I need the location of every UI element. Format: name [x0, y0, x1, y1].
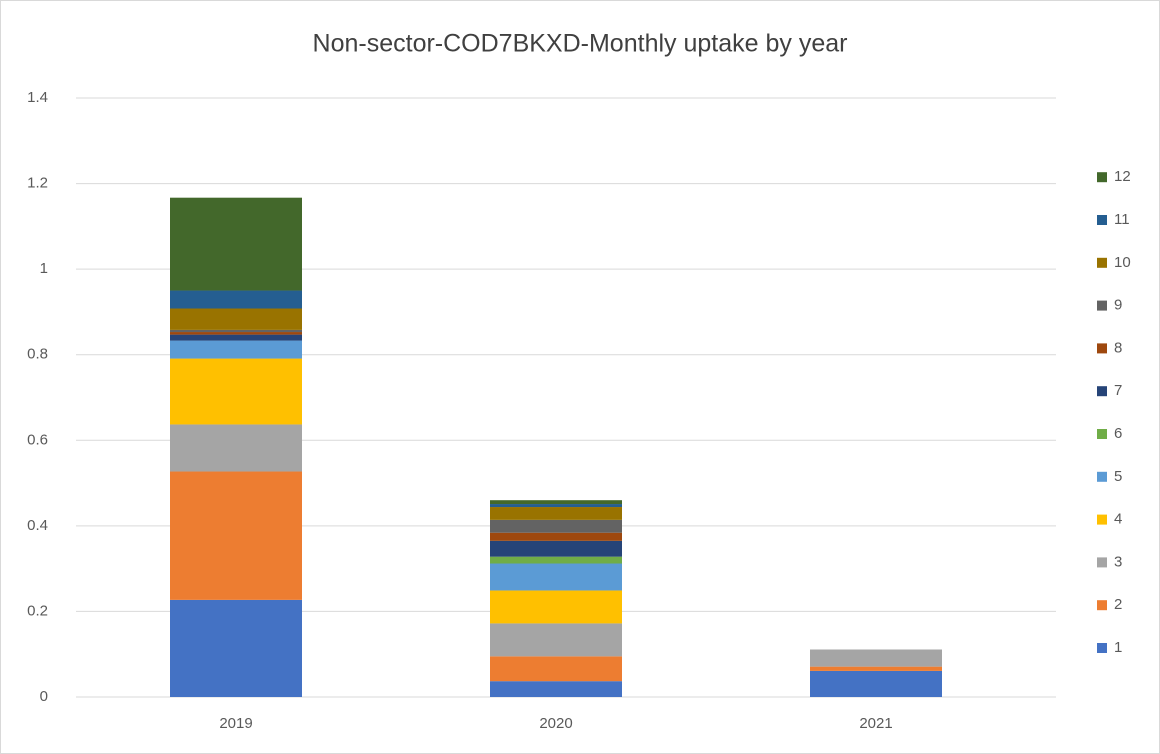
- bar-segment: [490, 556, 622, 564]
- chart-title: Non-sector-COD7BKXD-Monthly uptake by ye…: [313, 30, 848, 58]
- bar-segment: [170, 332, 302, 335]
- legend-swatch: [1097, 643, 1107, 653]
- bar-segment: [170, 308, 302, 330]
- bar-segment: [490, 500, 622, 505]
- bar-segment: [810, 649, 942, 667]
- legend-label: 9: [1114, 297, 1122, 314]
- bar-segment: [170, 358, 302, 425]
- bar-segment: [170, 334, 302, 341]
- bar-segment: [490, 623, 622, 657]
- bar-segment: [170, 329, 302, 333]
- bar-segment: [810, 666, 942, 671]
- bar-segment: [490, 532, 622, 541]
- x-tick-label: 2020: [539, 715, 572, 732]
- legend-label: 7: [1114, 382, 1122, 399]
- y-tick-label: 0.6: [27, 431, 48, 448]
- legend-label: 4: [1114, 511, 1122, 528]
- bar-segment: [490, 504, 622, 508]
- legend-swatch: [1097, 300, 1107, 311]
- bar-segment: [490, 540, 622, 557]
- bar-segment: [170, 197, 302, 291]
- bar-segment: [490, 519, 622, 533]
- bar-segment: [170, 290, 302, 309]
- bar-segment: [810, 670, 942, 697]
- x-tick-label: 2021: [859, 715, 892, 732]
- legend-swatch: [1097, 257, 1107, 268]
- legend-label: 10: [1114, 254, 1131, 271]
- legend-swatch: [1097, 600, 1107, 611]
- legend-label: 8: [1114, 339, 1122, 356]
- legend-swatch: [1097, 172, 1107, 183]
- bar-segment: [170, 471, 302, 600]
- bar-segment: [170, 340, 302, 359]
- legend-label: 2: [1114, 596, 1122, 613]
- legend-swatch: [1097, 215, 1107, 225]
- bar-segment: [490, 563, 622, 591]
- legend-swatch: [1097, 471, 1107, 482]
- bar-segment: [490, 656, 622, 682]
- x-tick-label: 2019: [219, 715, 252, 732]
- y-tick-label: 0.8: [27, 346, 48, 363]
- legend-swatch: [1097, 343, 1107, 354]
- legend-label: 11: [1114, 211, 1130, 228]
- legend-label: 12: [1114, 168, 1131, 185]
- bar-segment: [490, 681, 622, 697]
- y-tick-label: 1.4: [27, 89, 48, 106]
- legend-swatch: [1097, 557, 1107, 568]
- y-tick-label: 1.2: [27, 175, 48, 192]
- legend-swatch: [1097, 386, 1107, 397]
- y-tick-label: 0.2: [27, 602, 48, 619]
- legend-swatch: [1097, 514, 1107, 525]
- bar-segment: [170, 424, 302, 472]
- legend-label: 6: [1114, 425, 1122, 442]
- bar-segment: [490, 590, 622, 624]
- legend-swatch: [1097, 429, 1107, 439]
- y-tick-label: 1: [40, 260, 48, 277]
- legend-label: 5: [1114, 468, 1122, 485]
- y-tick-label: 0.4: [27, 517, 48, 534]
- legend-label: 3: [1114, 553, 1122, 570]
- bar-segment: [170, 599, 302, 697]
- legend-label: 1: [1114, 639, 1122, 656]
- y-tick-label: 0: [40, 688, 48, 705]
- bar-segment: [490, 507, 622, 520]
